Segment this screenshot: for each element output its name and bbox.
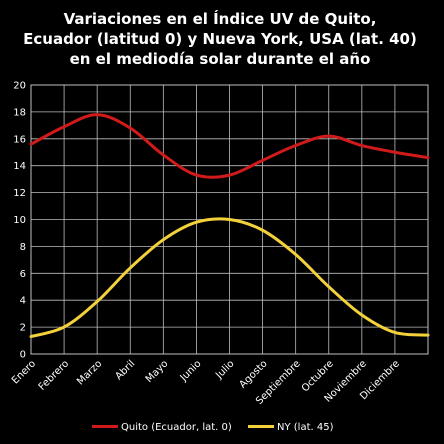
x-tick-label: Enero	[10, 358, 38, 386]
chart-title-line-2: Ecuador (latitud 0) y Nueva York, USA (l…	[23, 30, 417, 48]
legend-label-1: Quito (Ecuador, lat. 0)	[121, 422, 232, 433]
y-tick-label: 8	[20, 242, 26, 253]
chart-title: Variaciones en el Índice UV de Quito, Ec…	[23, 9, 417, 68]
y-tick-label: 18	[13, 107, 26, 118]
legend: Quito (Ecuador, lat. 0) NY (lat. 45)	[92, 422, 334, 433]
y-tick-label: 20	[13, 81, 26, 92]
y-axis-tick-labels: 0 2 4 6 8 10 12 14 16 18 20	[13, 81, 26, 361]
y-tick-label: 2	[20, 323, 26, 334]
x-tick-label: Febrero	[37, 358, 71, 392]
x-tick-label: Junio	[178, 358, 204, 384]
legend-label-2: NY (lat. 45)	[277, 422, 334, 433]
y-tick-label: 6	[20, 269, 26, 280]
y-tick-label: 4	[20, 296, 26, 307]
y-tick-label: 12	[13, 188, 26, 199]
x-tick-label: Abril	[113, 358, 137, 382]
chart-title-line-3: en el mediodía solar durante el año	[70, 50, 371, 68]
chart-title-line-1: Variaciones en el Índice UV de Quito,	[64, 9, 377, 28]
x-tick-label: Marzo	[75, 358, 104, 387]
series-line-2	[29, 217, 430, 339]
grid-lines	[30, 84, 429, 355]
x-tick-label: Agosto	[237, 358, 269, 390]
series-line-1	[29, 113, 430, 179]
y-tick-label: 0	[20, 350, 26, 361]
x-tick-label: Julio	[213, 358, 236, 381]
y-tick-label: 10	[13, 215, 26, 226]
y-tick-label: 14	[13, 161, 26, 172]
series-lines	[29, 113, 430, 339]
x-tick-label: Mayo	[144, 358, 171, 385]
y-tick-label: 16	[13, 134, 26, 145]
